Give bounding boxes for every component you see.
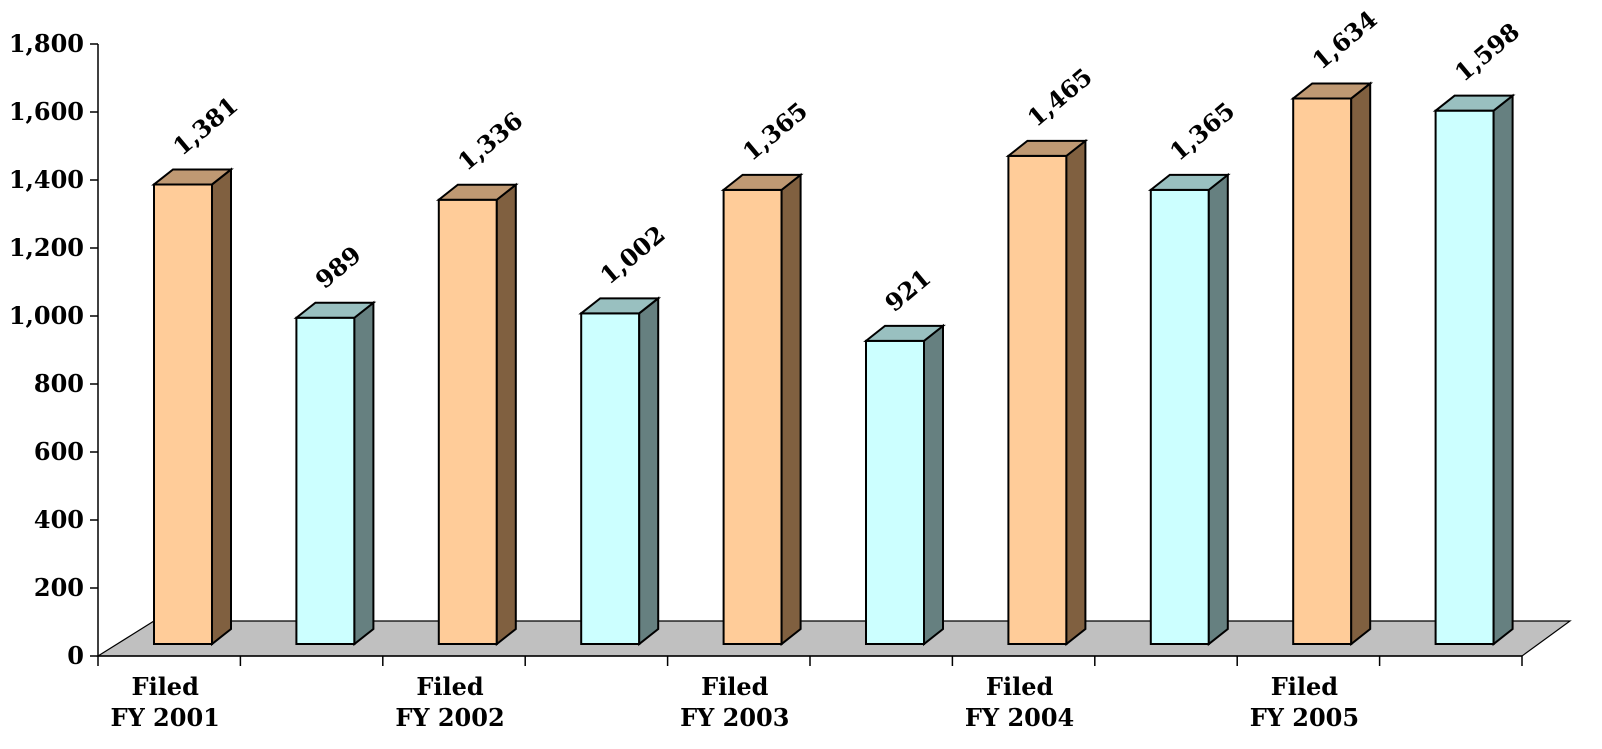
bar (1147, 172, 1231, 647)
bar-side (780, 172, 802, 647)
bar-top (293, 301, 377, 319)
bar-front (1434, 109, 1495, 646)
bar-side (638, 296, 660, 647)
bar-front (153, 183, 213, 646)
data-label: 1,002 (594, 219, 670, 290)
bar-top (720, 173, 804, 191)
bar-top (1432, 94, 1516, 112)
bar-front (295, 316, 356, 645)
bar-side (211, 167, 232, 647)
x-category-label: FY 2004 (965, 703, 1074, 732)
x-category-label: Filed (986, 672, 1054, 701)
bar-top (578, 297, 662, 315)
data-label: 1,381 (167, 91, 243, 162)
bar-side (1492, 93, 1514, 647)
y-tick-label: 1,600 (9, 97, 84, 126)
bars (151, 81, 1516, 647)
bar (293, 300, 377, 647)
y-tick-label: 1,000 (9, 301, 84, 330)
y-tick-label: 600 (34, 437, 84, 466)
bar-front (580, 312, 641, 645)
x-category-label: FY 2005 (1250, 703, 1359, 732)
bar-top (1290, 82, 1374, 100)
data-label: 1,336 (452, 106, 528, 177)
y-axis: 0 200 400 600 800 1,000 1,200 1,400 1,600 1,800 (9, 29, 99, 670)
bar-side (353, 300, 375, 647)
bar-side (923, 323, 944, 647)
bar (435, 182, 519, 647)
bar-side (495, 182, 517, 647)
bar-side (1350, 81, 1372, 647)
bar (1005, 138, 1089, 647)
data-label: 1,634 (1306, 5, 1382, 76)
data-label: 1,465 (1022, 62, 1098, 133)
x-category-label: Filed (132, 672, 200, 701)
x-category-label: FY 2002 (395, 703, 504, 732)
bar-top (1005, 139, 1089, 157)
x-category-label: FY 2003 (680, 703, 789, 732)
x-category-label: Filed (701, 672, 769, 701)
bar-top (863, 324, 946, 342)
bar-top (151, 168, 234, 186)
bar-front (437, 198, 498, 645)
data-label: 1,365 (1164, 96, 1240, 167)
bar-side (1207, 172, 1229, 647)
bar (863, 323, 946, 647)
y-tick-label: 1,400 (9, 165, 84, 194)
bar (720, 172, 804, 647)
bar (578, 296, 662, 647)
bar-front (1007, 154, 1068, 645)
x-category-label: Filed (1271, 672, 1339, 701)
y-tick-label: 1,200 (9, 233, 84, 262)
bar-front (1149, 188, 1210, 645)
bar-front (1292, 97, 1353, 645)
y-tick-label: 200 (34, 573, 84, 602)
bar (1290, 81, 1374, 647)
data-label: 1,365 (737, 96, 813, 167)
y-tick-label: 0 (67, 641, 84, 670)
data-label: 1,598 (1449, 17, 1525, 88)
data-label: 989 (310, 240, 367, 294)
bar-front (722, 188, 783, 645)
bar-top (435, 183, 519, 201)
x-category-label: Filed (416, 672, 484, 701)
y-tick-label: 400 (34, 505, 84, 534)
data-label: 921 (879, 263, 936, 317)
bar (1432, 93, 1516, 647)
x-category-label: FY 2001 (111, 703, 220, 732)
bar-side (1065, 138, 1087, 647)
bar (151, 167, 234, 647)
bar-front (865, 339, 925, 645)
y-tick-label: 1,800 (9, 29, 84, 58)
bar-top (1147, 173, 1231, 191)
y-tick-label: 800 (34, 369, 84, 398)
